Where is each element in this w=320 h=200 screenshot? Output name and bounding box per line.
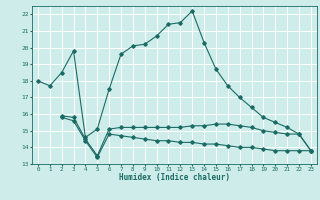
- X-axis label: Humidex (Indice chaleur): Humidex (Indice chaleur): [119, 173, 230, 182]
